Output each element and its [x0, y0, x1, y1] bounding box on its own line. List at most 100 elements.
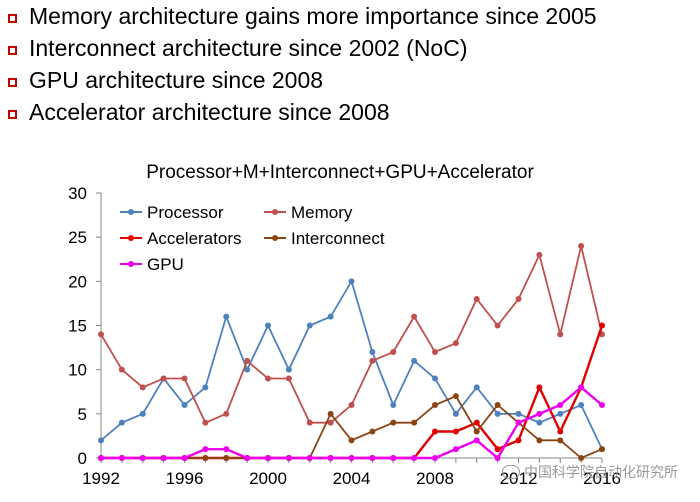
data-point: [411, 313, 418, 320]
bullet-item: Interconnect architecture since 2002 (No…: [8, 32, 698, 64]
chart-series: [98, 243, 605, 461]
data-point: [285, 375, 292, 382]
data-point: [494, 410, 501, 417]
data-point: [557, 402, 564, 408]
data-point: [118, 455, 125, 461]
data-point: [348, 278, 355, 285]
data-point: [181, 455, 188, 461]
data-point: [452, 340, 459, 347]
data-point: [98, 331, 104, 338]
legend-marker: [128, 235, 134, 241]
data-point: [473, 419, 480, 426]
data-point: [599, 446, 605, 453]
series-line: [100, 279, 603, 450]
data-point: [369, 357, 376, 364]
data-point: [515, 410, 522, 417]
square-bullet-icon: [8, 109, 17, 119]
data-point: [160, 375, 167, 382]
data-point: [244, 357, 251, 364]
data-point: [327, 410, 334, 417]
data-point: [411, 455, 418, 461]
data-point: [390, 455, 397, 461]
legend-label: Accelerators: [147, 229, 241, 248]
data-point: [557, 428, 564, 435]
data-point: [202, 419, 209, 426]
data-point: [390, 419, 397, 426]
data-point: [473, 384, 480, 391]
chart-axes: 0 5 10 15 20 25 30 1992 1996 2000 2004 2008 2012 2016: [68, 184, 621, 488]
data-point: [432, 402, 438, 408]
data-point: [223, 446, 230, 453]
data-point: [515, 419, 522, 426]
bullet-list: Memory architecture gains more importanc…: [8, 0, 698, 128]
data-point: [369, 349, 376, 355]
legend-item: Memory: [264, 203, 353, 222]
data-point: [452, 393, 459, 400]
legend-label: Memory: [291, 203, 353, 222]
y-tick-label: 10: [68, 361, 87, 380]
data-point: [494, 446, 501, 453]
data-point: [411, 419, 418, 426]
bullet-text: GPU architecture since 2008: [29, 67, 324, 93]
data-point: [348, 402, 355, 408]
y-tick-label: 15: [68, 317, 87, 336]
data-point: [578, 402, 585, 408]
data-point: [390, 349, 397, 355]
y-tick-label: 30: [68, 184, 87, 203]
data-point: [473, 428, 480, 435]
chart-title: Processor+M+Interconnect+GPU+Accelerator: [146, 162, 534, 183]
data-point: [536, 251, 543, 258]
data-point: [599, 322, 605, 329]
line-chart: Processor+M+Interconnect+GPU+Accelerator…: [68, 162, 621, 488]
legend-item: Interconnect: [264, 229, 385, 248]
y-tick-label: 25: [68, 228, 87, 247]
data-point: [265, 375, 271, 382]
data-point: [98, 437, 104, 444]
data-point: [327, 313, 334, 320]
bullet-text: Interconnect architecture since 2002 (No…: [29, 35, 468, 61]
data-point: [390, 402, 397, 408]
data-point: [452, 446, 459, 453]
data-point: [599, 402, 605, 408]
data-point: [244, 366, 251, 373]
data-point: [118, 366, 125, 373]
bullet-item: GPU architecture since 2008: [8, 64, 698, 96]
data-point: [411, 357, 418, 364]
legend-label: Processor: [147, 203, 224, 222]
square-bullet-icon: [8, 77, 17, 87]
data-point: [202, 384, 209, 391]
data-point: [139, 410, 146, 417]
x-tick-label: 1996: [166, 469, 204, 488]
data-point: [494, 455, 501, 461]
data-point: [494, 322, 501, 329]
data-point: [139, 384, 146, 391]
data-point: [578, 455, 585, 461]
data-point: [98, 455, 104, 461]
data-point: [306, 322, 313, 329]
legend-item: GPU: [120, 255, 184, 274]
data-point: [202, 446, 209, 453]
square-bullet-icon: [8, 45, 17, 55]
data-point: [473, 296, 480, 302]
data-point: [369, 455, 376, 461]
data-point: [202, 455, 209, 461]
data-point: [244, 455, 251, 461]
legend-label: GPU: [147, 255, 184, 274]
data-point: [327, 455, 334, 461]
data-point: [306, 419, 313, 426]
data-point: [432, 349, 438, 355]
series-memory: [98, 243, 605, 426]
watermark-text: 中国科学院自动化研究所: [524, 465, 678, 481]
data-point: [515, 296, 522, 302]
data-point: [160, 455, 167, 461]
wechat-icon: [502, 465, 520, 479]
data-point: [432, 375, 438, 382]
data-point: [473, 437, 480, 444]
data-point: [536, 419, 543, 426]
data-point: [432, 455, 438, 461]
y-tick-label: 5: [78, 405, 87, 424]
x-tick-label: 1992: [82, 469, 120, 488]
data-point: [118, 419, 125, 426]
legend-marker: [128, 209, 134, 215]
legend-label: Interconnect: [291, 229, 385, 248]
